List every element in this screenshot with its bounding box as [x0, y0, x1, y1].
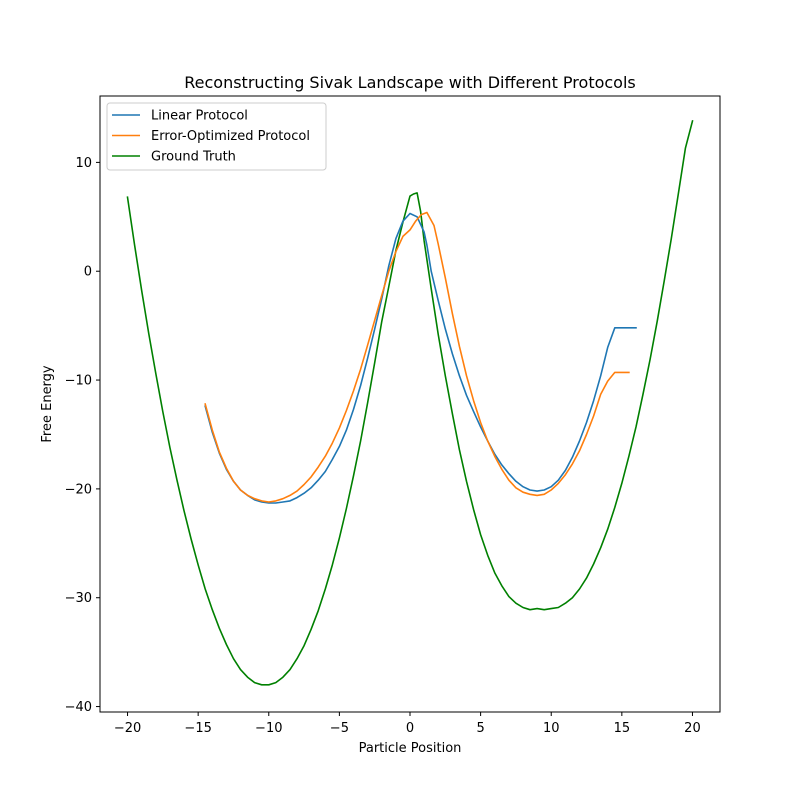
x-tick-label: 20 [684, 721, 701, 736]
series-line-1 [204, 211, 630, 503]
x-tick-label: 10 [543, 721, 560, 736]
y-axis: −40 −30 −20 −10 0 10 [65, 156, 100, 715]
x-tick-label: 0 [406, 721, 414, 736]
x-tick-label: −5 [330, 721, 349, 736]
legend: Linear Protocol Error-Optimized Protocol G… [106, 102, 327, 171]
x-axis: −20 −15 −10 −5 0 5 10 15 20 [114, 712, 701, 736]
legend-label-2: Ground Truth [151, 150, 236, 165]
y-tick-label: 10 [75, 156, 92, 171]
y-axis-label: Free Energy [40, 365, 55, 443]
x-tick-label: 15 [614, 721, 631, 736]
series-line-0 [204, 212, 637, 504]
x-axis-label: Particle Position [359, 741, 462, 756]
y-tick-label: −30 [65, 591, 92, 606]
x-tick-label: 5 [476, 721, 484, 736]
x-tick-label: −15 [184, 721, 211, 736]
plot-lines [126, 120, 694, 686]
series-line-2 [126, 120, 694, 686]
chart-title: Reconstructing Sivak Landscape with Diff… [184, 73, 636, 92]
legend-box [106, 102, 327, 171]
y-tick-label: 0 [84, 265, 92, 280]
x-tick-label: −10 [255, 721, 282, 736]
y-tick-label: −10 [65, 374, 92, 389]
y-tick-label: −40 [65, 700, 92, 715]
x-tick-label: −20 [114, 721, 141, 736]
y-tick-label: −20 [65, 482, 92, 497]
legend-label-0: Linear Protocol [151, 109, 248, 124]
legend-label-1: Error-Optimized Protocol [151, 129, 310, 144]
